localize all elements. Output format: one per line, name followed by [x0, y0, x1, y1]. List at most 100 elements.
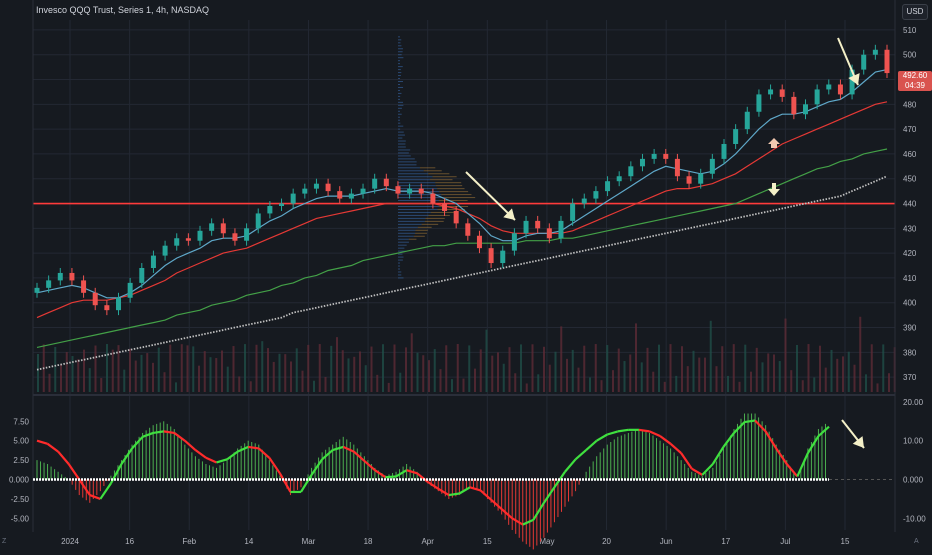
volume-profile-bar — [398, 54, 402, 55]
volume-bar — [353, 357, 355, 392]
time-tick-label: Apr — [421, 537, 434, 546]
volume-profile-bar — [398, 254, 402, 255]
volume-bar — [60, 364, 62, 392]
candle-body — [477, 236, 482, 248]
volume-profile-bar — [398, 66, 403, 67]
volume-bar — [652, 372, 654, 392]
volume-bar — [578, 368, 580, 392]
volume-profile-bar — [430, 179, 452, 180]
candle-body — [628, 166, 633, 176]
volume-bar — [589, 378, 591, 392]
volume-bar — [112, 350, 114, 392]
candle-body — [500, 251, 505, 263]
osc-signal-line — [618, 430, 629, 432]
volume-bar — [422, 355, 424, 392]
candle-body — [663, 154, 668, 159]
time-tick-label: Feb — [182, 537, 196, 546]
volume-profile-bar — [439, 200, 468, 201]
price-tick-label: 470 — [903, 125, 917, 134]
volume-bar — [382, 344, 384, 392]
candle-body — [337, 191, 342, 198]
volume-profile-bar — [398, 274, 401, 275]
candle-body — [721, 144, 726, 159]
volume-bar — [733, 344, 735, 392]
corner-label-left: Z — [2, 538, 6, 545]
volume-bar — [641, 362, 643, 392]
price-tick-label: 450 — [903, 175, 917, 184]
volume-profile-bar — [398, 45, 401, 46]
volume-bar — [49, 374, 51, 392]
volume-bar — [549, 365, 551, 392]
volume-bar — [313, 381, 315, 392]
volume-bar — [233, 346, 235, 392]
time-tick-label: 18 — [364, 537, 373, 546]
volume-bar — [842, 356, 844, 392]
candle-body — [512, 233, 517, 250]
candle-body — [291, 194, 296, 204]
volume-bar — [572, 350, 574, 392]
volume-bar — [181, 344, 183, 392]
volume-profile-bar — [398, 227, 418, 228]
volume-bar — [388, 383, 390, 392]
volume-bar — [509, 347, 511, 392]
volume-profile-bar — [443, 197, 475, 198]
candle-body — [349, 194, 354, 199]
time-tick-label: 17 — [721, 537, 730, 546]
candle-body — [791, 97, 796, 114]
candle-body — [698, 174, 703, 184]
volume-profile-bar — [398, 179, 430, 180]
volume-profile-bar — [398, 111, 400, 112]
volume-bar — [739, 382, 741, 392]
time-tick-label: Jun — [660, 537, 673, 546]
volume-profile-bar — [398, 215, 428, 216]
candle-body — [128, 283, 133, 298]
candle-body — [395, 186, 400, 193]
volume-profile-bar — [398, 117, 400, 118]
volume-bar — [279, 354, 281, 392]
volume-profile-bar — [398, 135, 405, 136]
candle-body — [593, 191, 598, 198]
volume-bar — [164, 372, 166, 392]
volume-bar — [175, 382, 177, 392]
volume-bar — [365, 365, 367, 392]
currency-button[interactable]: USD — [902, 4, 928, 20]
volume-profile-bar — [398, 155, 411, 156]
volume-bar — [670, 344, 672, 392]
volume-profile-bar — [425, 218, 444, 219]
price-tick-label: 480 — [903, 100, 917, 109]
volume-bar — [54, 347, 56, 392]
candle-body — [302, 189, 307, 194]
volume-bar — [762, 362, 764, 392]
candle-body — [58, 273, 63, 280]
volume-profile-bar — [425, 221, 444, 222]
last-price-value: 492.60 — [898, 71, 932, 81]
volume-profile-bar — [398, 182, 435, 183]
volume-bar — [618, 349, 620, 392]
volume-bar — [66, 352, 68, 392]
volume-profile-bar — [398, 48, 403, 49]
time-tick-label: 14 — [244, 537, 253, 546]
volume-bar — [486, 330, 488, 392]
osc-left-tick-label: 7.50 — [13, 417, 29, 426]
osc-right-tick-label: 0.000 — [903, 476, 924, 485]
volume-profile-bar — [437, 209, 465, 210]
time-tick-label: 15 — [841, 537, 850, 546]
price-tick-label: 420 — [903, 249, 917, 258]
volume-bar — [606, 345, 608, 392]
volume-bar — [848, 352, 850, 392]
volume-bar — [785, 319, 787, 392]
osc-signal-line — [449, 494, 460, 496]
volume-bar — [198, 366, 200, 392]
volume-bar — [215, 358, 217, 392]
volume-profile-bar — [398, 158, 415, 159]
volume-profile-bar — [398, 60, 400, 61]
candle-body — [652, 154, 657, 159]
volume-bar — [325, 377, 327, 392]
volume-profile-bar — [398, 239, 409, 240]
candle-body — [640, 159, 645, 166]
candle-body — [605, 181, 610, 191]
volume-profile-bar — [398, 230, 415, 231]
volume-bar — [221, 350, 223, 392]
